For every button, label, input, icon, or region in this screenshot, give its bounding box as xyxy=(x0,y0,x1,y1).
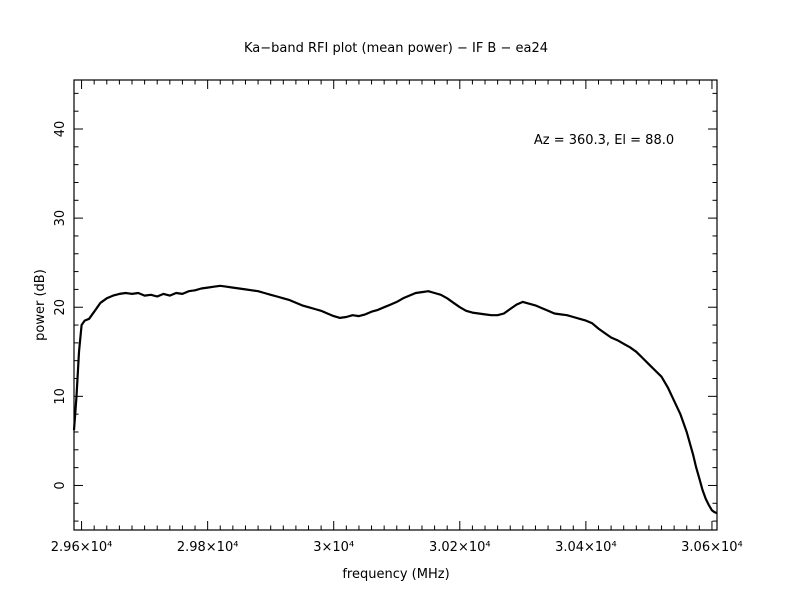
power-series-line xyxy=(72,284,718,515)
x-axis-ticks xyxy=(81,80,713,530)
y-axis-label: power (dB) xyxy=(33,269,48,341)
y-axis-ticks xyxy=(74,92,717,522)
x-axis-label: frequency (MHz) xyxy=(342,567,449,582)
x-axis-tick-labels: 2.96×10⁴ 2.98×10⁴ 3×10⁴ 3.02×10⁴ 3.04×10⁴ 3.0… xyxy=(51,540,743,555)
x-tick-label: 2.96×10⁴ xyxy=(51,540,113,555)
chart-title: Ka−band RFI plot (mean power) − IF B − e… xyxy=(244,41,548,56)
x-tick-label: 2.98×10⁴ xyxy=(177,540,239,555)
x-tick-label: 3.06×10⁴ xyxy=(681,540,743,555)
x-tick-label: 3×10⁴ xyxy=(313,540,354,555)
az-el-annotation: Az = 360.3, El = 88.0 xyxy=(534,133,674,148)
plot-frame xyxy=(73,79,718,531)
y-axis-tick-labels: 0 10 20 30 40 xyxy=(53,121,68,490)
x-tick-label: 3.04×10⁴ xyxy=(555,540,617,555)
y-tick-label: 40 xyxy=(53,121,68,138)
y-tick-label: 10 xyxy=(53,388,68,405)
y-tick-label: 0 xyxy=(53,481,68,489)
y-tick-label: 20 xyxy=(53,299,68,316)
x-tick-label: 3.02×10⁴ xyxy=(429,540,491,555)
y-tick-label: 30 xyxy=(53,210,68,227)
